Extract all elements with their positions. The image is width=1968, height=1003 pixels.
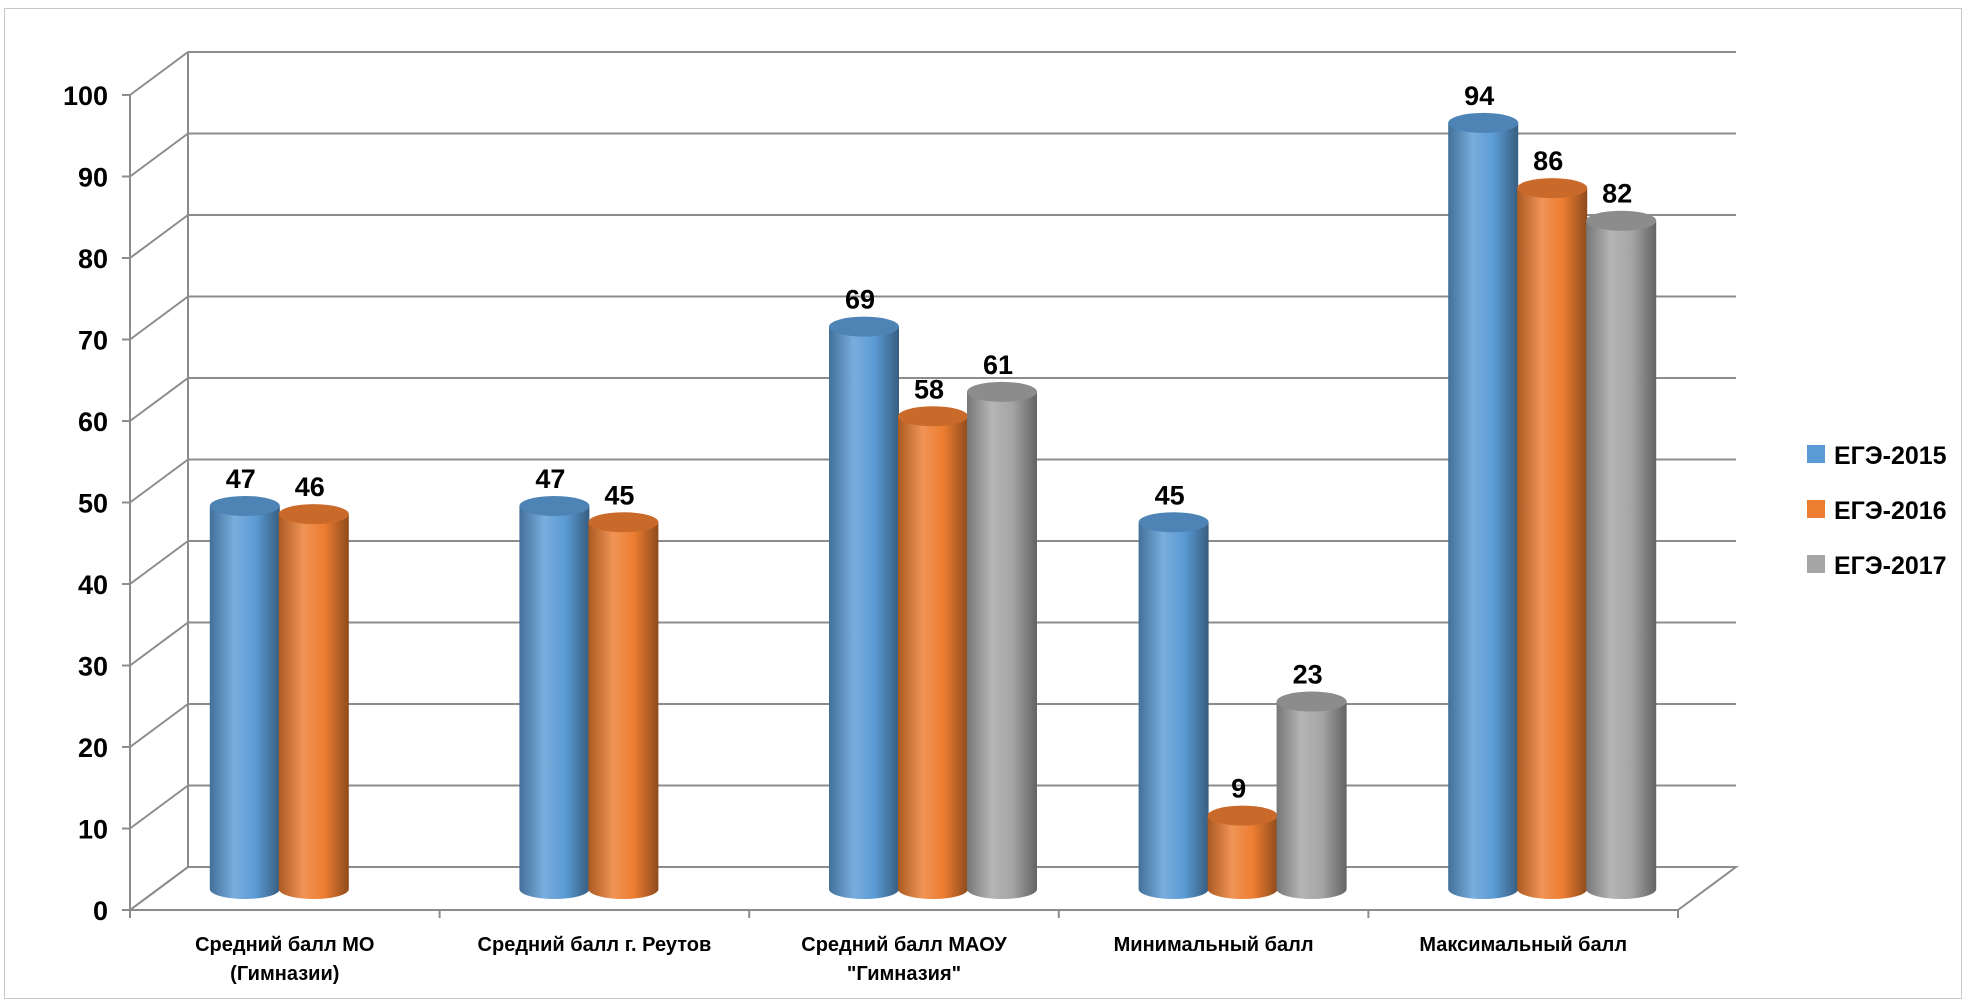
data-label: 45 xyxy=(604,480,634,510)
gridline-side xyxy=(129,703,189,748)
y-tick-label: 80 xyxy=(78,244,108,274)
bar-ЕГЭ-2017: 23 xyxy=(1276,660,1347,899)
data-label: 9 xyxy=(1231,774,1246,804)
bar-top xyxy=(209,495,280,516)
bar-ЕГЭ-2017: 82 xyxy=(1586,179,1657,899)
bar-body xyxy=(209,505,280,899)
x-tick-label: Максимальный балл xyxy=(1419,934,1627,956)
x-tick-label: Средний балл МАОУ xyxy=(801,934,1007,956)
x-axis: Средний балл МО (Гимназии) Средний балл г.… xyxy=(129,910,1679,985)
y-tick-label: 0 xyxy=(93,896,108,926)
gridline-side xyxy=(129,377,189,422)
bar-top xyxy=(519,495,590,516)
data-label: 86 xyxy=(1533,146,1563,176)
data-label: 46 xyxy=(295,472,325,502)
gridline-side xyxy=(129,540,189,585)
bar-top xyxy=(588,512,659,533)
legend-item: ЕГЭ-2015 xyxy=(1807,442,1947,470)
bar-body xyxy=(519,505,590,899)
bar-ЕГЭ-2015: 47 xyxy=(209,464,280,899)
y-tick-label: 20 xyxy=(78,733,108,763)
bar-body xyxy=(1138,522,1209,899)
y-tick-label: 40 xyxy=(78,570,108,600)
bars: 47 46 47 45 69 58 61 45 9 23 94 86 82 xyxy=(209,81,1657,900)
bar-top xyxy=(1207,805,1278,826)
data-label: 69 xyxy=(845,285,875,315)
bar-ЕГЭ-2015: 94 xyxy=(1448,81,1519,899)
bar-top xyxy=(1448,112,1519,133)
bar-ЕГЭ-2015: 45 xyxy=(1138,480,1209,899)
bar-ЕГЭ-2016: 45 xyxy=(588,480,659,899)
x-tick-label: Минимальный балл xyxy=(1114,934,1314,956)
bar-ЕГЭ-2016: 9 xyxy=(1207,774,1278,899)
bar-body xyxy=(967,391,1037,899)
legend-label: ЕГЭ-2016 xyxy=(1834,497,1947,525)
legend-swatch xyxy=(1807,500,1825,518)
bar-top xyxy=(1138,512,1209,533)
data-label: 94 xyxy=(1464,81,1494,111)
legend-label: ЕГЭ-2015 xyxy=(1834,442,1947,470)
gridline-side xyxy=(129,784,189,830)
legend: ЕГЭ-2015 ЕГЭ-2016 ЕГЭ-2017 xyxy=(1807,442,1947,580)
gridline-side xyxy=(129,132,189,178)
legend-item: ЕГЭ-2017 xyxy=(1807,552,1947,580)
data-label: 82 xyxy=(1602,179,1632,209)
y-tick-label: 50 xyxy=(78,489,108,519)
bar-body xyxy=(588,522,659,899)
bar-body xyxy=(898,416,968,899)
x-tick-label: Средний балл г. Реутов xyxy=(478,934,712,956)
bar-ЕГЭ-2015: 69 xyxy=(829,285,899,899)
gridline-side xyxy=(129,458,189,504)
bar-body xyxy=(1517,188,1588,900)
bar-body xyxy=(1207,815,1278,899)
x-tick-label: (Гимназии) xyxy=(230,963,339,985)
bar-top xyxy=(1276,691,1347,712)
bar-top xyxy=(829,316,899,337)
data-label: 47 xyxy=(226,464,256,494)
legend-swatch xyxy=(1807,555,1825,573)
data-label: 61 xyxy=(983,350,1013,380)
bar-ЕГЭ-2017: 61 xyxy=(967,350,1037,899)
bar-top xyxy=(898,406,968,427)
legend-swatch xyxy=(1807,445,1825,463)
bar-body xyxy=(1586,220,1657,899)
data-label: 58 xyxy=(914,374,944,404)
bar-top xyxy=(1586,210,1657,231)
bar-body xyxy=(829,326,899,899)
x-tick-label: Средний балл МО xyxy=(195,934,374,956)
y-tick-label: 30 xyxy=(78,652,108,682)
bar-ЕГЭ-2016: 86 xyxy=(1517,146,1588,900)
y-tick-label: 90 xyxy=(78,163,108,193)
bar-body xyxy=(1276,701,1347,899)
bar-body xyxy=(1448,122,1519,899)
gridline-side xyxy=(129,295,189,341)
legend-label: ЕГЭ-2017 xyxy=(1834,552,1947,580)
chart-frame xyxy=(4,8,1962,999)
gridline-side xyxy=(129,214,189,259)
floor xyxy=(126,866,1740,911)
y-tick-label: 70 xyxy=(78,326,108,356)
bar-top xyxy=(1517,178,1588,199)
y-tick-label: 60 xyxy=(78,407,108,437)
y-tick-label: 10 xyxy=(78,815,108,845)
bar-ЕГЭ-2015: 47 xyxy=(519,464,590,899)
bar-ЕГЭ-2016: 46 xyxy=(278,472,349,899)
bar-top xyxy=(278,504,349,525)
bar-top xyxy=(967,381,1037,402)
data-label: 23 xyxy=(1293,660,1323,690)
data-label: 45 xyxy=(1155,480,1185,510)
x-tick-label: "Гимназия" xyxy=(847,963,961,985)
bar-body xyxy=(278,514,349,899)
gridline-side xyxy=(129,621,189,667)
bar-ЕГЭ-2016: 58 xyxy=(898,374,968,899)
y-tick-label: 100 xyxy=(63,81,108,111)
gridline-side xyxy=(129,51,189,96)
data-label: 47 xyxy=(535,464,565,494)
legend-item: ЕГЭ-2016 xyxy=(1807,497,1947,525)
